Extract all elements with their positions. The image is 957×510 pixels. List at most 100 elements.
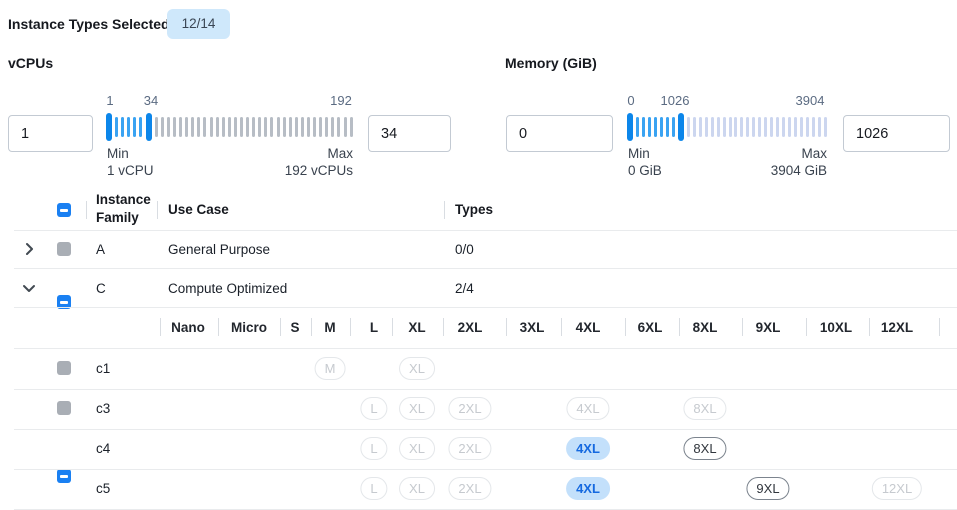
vcpus-scale-current: 34 — [143, 93, 159, 108]
slider-tick-idle — [319, 117, 323, 137]
slider-tick-selected — [127, 117, 131, 137]
vcpus-scale-end: 192 — [330, 93, 352, 108]
slider-tick-idle — [325, 117, 329, 137]
memory-range-slider[interactable] — [627, 113, 827, 141]
memory-scale-current: 1026 — [660, 93, 690, 108]
slider-tick-selected — [133, 117, 137, 137]
size-header-divider — [561, 318, 562, 336]
size-badge-c4-4xl[interactable]: 4XL — [566, 437, 610, 460]
slider-tick-idle — [227, 117, 231, 137]
slider-tick-idle — [252, 117, 256, 137]
slider-tick-idle — [776, 117, 780, 137]
size-badge-c4-2xl: 2XL — [448, 437, 492, 460]
selection-summary-label: Instance Types Selected: — [8, 16, 175, 32]
slider-handle-max[interactable] — [677, 113, 684, 141]
slider-tick-idle — [209, 117, 213, 137]
slider-tick-idle — [258, 117, 262, 137]
slider-tick-idle — [818, 117, 822, 137]
slider-handle-min[interactable] — [627, 113, 633, 141]
slider-tick-idle — [203, 117, 207, 137]
slider-handle-min[interactable] — [106, 113, 112, 141]
size-header-divider — [939, 318, 940, 336]
vcpus-min-caption: 1 vCPU — [107, 163, 154, 178]
slider-tick-idle — [794, 117, 798, 137]
row-separator — [14, 348, 957, 349]
slider-tick-idle — [788, 117, 792, 137]
memory-scale-end: 3904 — [795, 93, 825, 108]
size-column-header-xl: XL — [408, 320, 426, 335]
slider-tick-idle — [294, 117, 298, 137]
size-header-divider — [311, 318, 312, 336]
selection-count-badge: 12/14 — [167, 9, 230, 39]
instance-name: c5 — [96, 481, 111, 496]
instance-name: c4 — [96, 441, 111, 456]
slider-tick-selected — [653, 117, 657, 137]
slider-tick-selected — [635, 117, 639, 137]
slider-tick-idle — [800, 117, 804, 137]
slider-tick-idle — [179, 117, 183, 137]
slider-tick-idle — [288, 117, 292, 137]
size-badge-c3-xl: XL — [399, 397, 435, 420]
size-header-divider — [280, 318, 281, 336]
vcpus-to-input[interactable] — [368, 115, 451, 152]
size-column-header-9xl: 9XL — [755, 320, 781, 335]
size-badge-c5-l: L — [360, 477, 388, 500]
vcpus-range-slider[interactable] — [106, 113, 353, 141]
size-header-divider — [443, 318, 444, 336]
column-header-use-case: Use Case — [168, 202, 229, 217]
collapse-chevron-down-icon[interactable] — [21, 280, 37, 296]
size-header-divider — [806, 318, 807, 336]
size-badge-c4-8xl[interactable]: 8XL — [683, 437, 727, 460]
row-separator — [14, 469, 957, 470]
memory-to-input[interactable] — [843, 115, 950, 152]
family-use-case: General Purpose — [168, 242, 271, 257]
size-badge-c5-9xl[interactable]: 9XL — [746, 477, 790, 500]
slider-tick-idle — [239, 117, 243, 137]
size-badge-c5-xl: XL — [399, 477, 435, 500]
slider-tick-selected — [671, 117, 675, 137]
slider-tick-selected — [115, 117, 119, 137]
memory-title: Memory (GiB) — [505, 55, 597, 71]
slider-tick-idle — [343, 117, 347, 137]
size-header-divider — [350, 318, 351, 336]
slider-tick-idle — [824, 117, 827, 137]
instance-c4-checkbox[interactable] — [57, 469, 71, 483]
size-column-header-6xl: 6XL — [637, 320, 663, 335]
size-column-header-nano: Nano — [171, 320, 205, 335]
slider-tick-idle — [764, 117, 768, 137]
slider-tick-idle — [782, 117, 786, 137]
slider-tick-idle — [692, 117, 696, 137]
size-header-divider — [869, 318, 870, 336]
slider-tick-idle — [197, 117, 201, 137]
row-separator — [14, 429, 957, 430]
family-name: A — [96, 242, 106, 257]
family-c-checkbox[interactable] — [57, 295, 71, 309]
size-badge-c3-4xl: 4XL — [566, 397, 610, 420]
slider-tick-idle — [185, 117, 189, 137]
size-column-header-3xl: 3XL — [519, 320, 545, 335]
size-header-divider — [392, 318, 393, 336]
vcpus-max-caption: 192 vCPUs — [284, 163, 353, 178]
row-separator — [14, 307, 957, 308]
size-badge-c5-4xl[interactable]: 4XL — [566, 477, 610, 500]
size-badge-c5-2xl: 2XL — [448, 477, 492, 500]
slider-tick-idle — [246, 117, 250, 137]
slider-handle-max[interactable] — [145, 113, 152, 141]
slider-tick-selected — [665, 117, 669, 137]
vcpus-max-label: Max — [327, 146, 353, 161]
slider-tick-idle — [728, 117, 732, 137]
size-column-header-m: M — [324, 320, 336, 335]
memory-from-input[interactable] — [506, 115, 613, 152]
slider-tick-idle — [349, 117, 353, 137]
slider-tick-idle — [172, 117, 176, 137]
size-column-header-micro: Micro — [230, 320, 268, 335]
slider-tick-idle — [191, 117, 195, 137]
slider-tick-selected — [121, 117, 125, 137]
size-column-header-2xl: 2XL — [457, 320, 483, 335]
slider-tick-idle — [221, 117, 225, 137]
select-all-checkbox[interactable] — [57, 203, 71, 217]
expand-chevron-right-icon[interactable] — [21, 241, 37, 257]
vcpus-from-input[interactable] — [8, 115, 93, 152]
size-header-divider — [679, 318, 680, 336]
